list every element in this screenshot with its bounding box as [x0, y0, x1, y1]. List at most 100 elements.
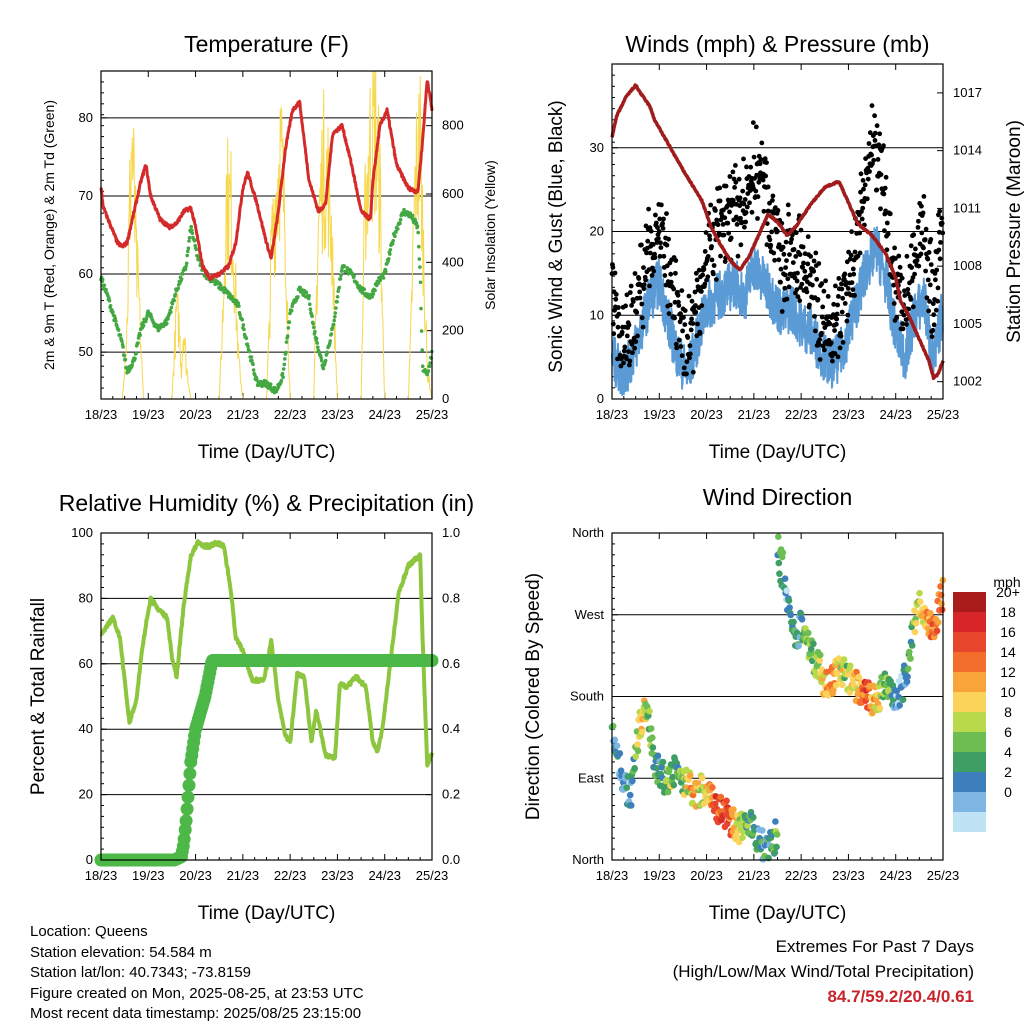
gust-point — [672, 299, 678, 305]
gust-point — [858, 171, 864, 177]
direction-point — [810, 640, 817, 648]
gust-point — [687, 343, 693, 349]
dewpoint-point — [289, 308, 294, 313]
gust-point — [762, 156, 768, 162]
x-tick-label: 18/23 — [596, 868, 629, 883]
gust-point — [770, 198, 775, 203]
gust-point — [878, 206, 883, 212]
gust-point — [786, 284, 792, 290]
gust-point — [817, 337, 823, 342]
gust-point — [699, 289, 704, 294]
gust-point — [681, 315, 686, 320]
gust-point — [687, 351, 693, 357]
gust-point — [679, 353, 685, 359]
y2-tick-label: 1014 — [953, 143, 982, 158]
gust-point — [628, 283, 634, 289]
direction-point — [783, 587, 791, 594]
gust-point — [923, 226, 929, 232]
direction-point — [629, 777, 636, 785]
gust-point — [904, 322, 909, 327]
panel-title: Wind Direction — [703, 484, 853, 510]
dewpoint-point — [402, 207, 406, 212]
gust-point — [652, 255, 658, 260]
gust-point — [710, 271, 716, 277]
direction-point — [646, 707, 653, 715]
y-tick-label: 60 — [79, 266, 93, 281]
direction-point — [937, 583, 944, 590]
dewpoint-point — [329, 332, 334, 336]
gust-point — [865, 176, 871, 182]
dewpoint-point — [251, 362, 255, 367]
direction-point — [903, 678, 911, 685]
dewpoint-point — [187, 239, 191, 243]
dewpoint-point — [184, 261, 189, 266]
gust-point — [671, 286, 677, 292]
dewpoint-point — [242, 327, 246, 332]
gust-point — [933, 277, 938, 283]
gust-point — [804, 289, 810, 295]
gust-point — [916, 263, 922, 269]
gust-point — [699, 303, 705, 308]
gust-point — [643, 277, 648, 283]
dewpoint-point — [285, 334, 290, 338]
direction-point — [717, 793, 725, 801]
gust-point — [702, 249, 708, 254]
y2-tick-label: 800 — [442, 118, 464, 133]
dewpoint-point — [420, 348, 425, 352]
gust-point — [632, 345, 637, 351]
gust-point — [760, 177, 766, 183]
gust-point — [873, 130, 878, 136]
gust-point — [750, 120, 756, 125]
gust-point — [684, 359, 690, 365]
gust-point — [835, 354, 841, 360]
gust-point — [783, 239, 789, 245]
dewpoint-point — [241, 323, 246, 327]
y-tick-label: 80 — [79, 590, 93, 605]
x-tick-label: 24/23 — [879, 868, 912, 883]
dewpoint-point — [121, 345, 125, 349]
x-tick-label: 20/23 — [179, 407, 212, 422]
x-tick-label: 24/23 — [368, 868, 401, 883]
dewpoint-point — [185, 253, 189, 258]
colorbar-label: 12 — [1000, 664, 1016, 680]
gust-point — [657, 253, 663, 259]
gust-point — [830, 312, 836, 318]
gust-point — [916, 218, 921, 224]
dewpoint-point — [251, 368, 256, 372]
gust-point — [616, 311, 622, 317]
gust-point — [613, 292, 619, 297]
gust-point — [875, 157, 881, 162]
direction-point — [876, 704, 884, 712]
direction-point — [628, 802, 635, 809]
direction-point — [712, 800, 719, 808]
x-tick-label: 23/23 — [321, 407, 354, 422]
gust-point — [869, 152, 874, 158]
gust-point — [646, 206, 651, 212]
rainfall-point — [181, 790, 195, 804]
gust-point — [732, 185, 737, 190]
gust-point — [666, 311, 672, 317]
gust-point — [637, 295, 643, 301]
x-tick-label: 25/23 — [416, 868, 449, 883]
gust-point — [810, 282, 815, 288]
direction-point — [906, 648, 913, 656]
gust-point — [842, 301, 848, 306]
colorbar-label: 18 — [1000, 604, 1016, 620]
direction-point — [649, 734, 656, 741]
y2-tick-label: 200 — [442, 323, 464, 338]
gust-point — [785, 202, 791, 208]
gust-point — [801, 260, 806, 266]
x-tick-label: 18/23 — [596, 407, 629, 422]
gust-point — [780, 244, 786, 250]
gust-point — [676, 303, 682, 308]
dewpoint-point — [108, 304, 113, 308]
dewpoint-point — [335, 295, 340, 299]
colorbar-label: 14 — [1000, 644, 1016, 660]
direction-point — [935, 619, 942, 626]
gust-point — [693, 270, 699, 276]
dewpoint-point — [107, 296, 111, 300]
dewpoint-point — [130, 363, 134, 367]
direction-point — [613, 742, 621, 750]
gust-point — [937, 256, 943, 262]
dewpoint-point — [186, 246, 191, 250]
